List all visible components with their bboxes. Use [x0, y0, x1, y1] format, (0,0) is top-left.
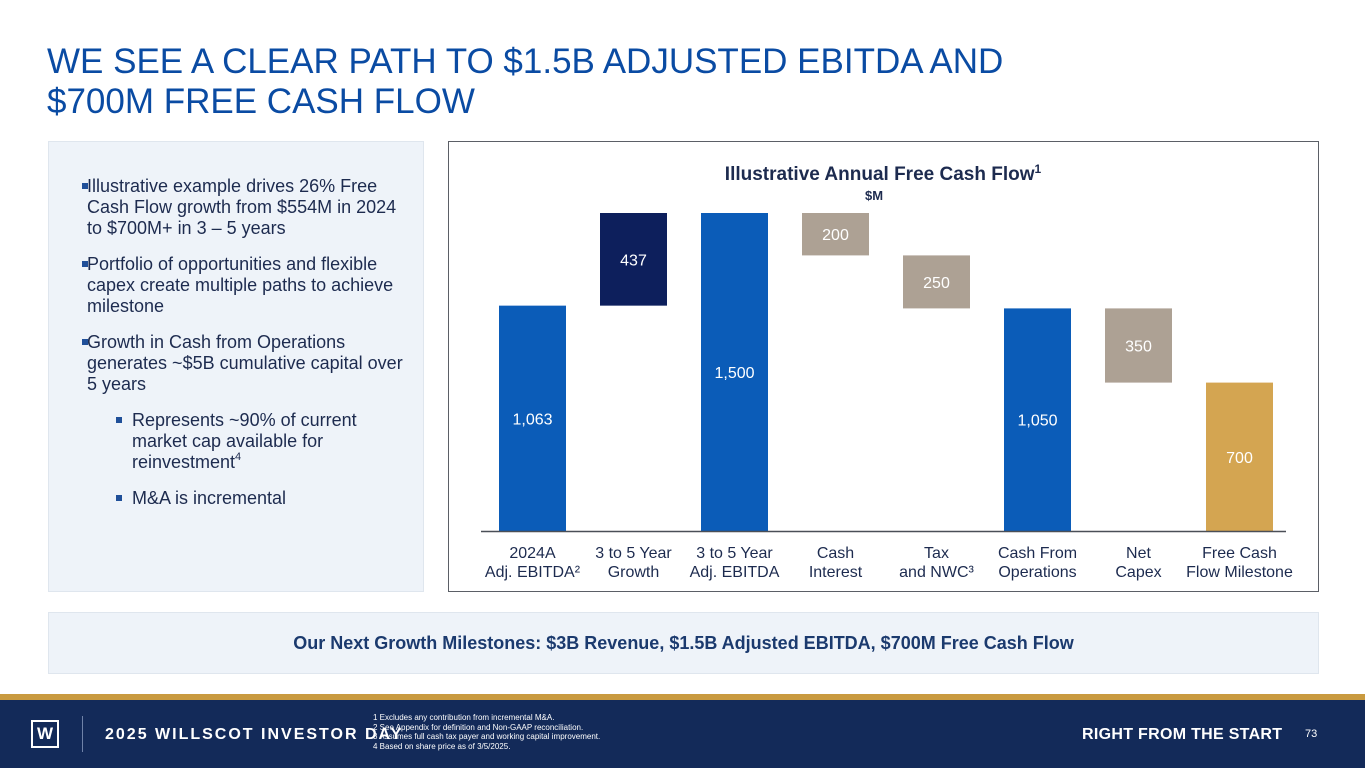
page-title: WE SEE A CLEAR PATH TO $1.5B ADJUSTED EB… [47, 42, 1247, 122]
category-label: Flow Milestone [1186, 564, 1293, 581]
bullet-item: Growth in Cash from Operations generates… [49, 332, 423, 395]
category-label: Capex [1115, 564, 1161, 581]
page-title-line-2: $700M FREE CASH FLOW [47, 82, 475, 121]
page-title-line-1: WE SEE A CLEAR PATH TO $1.5B ADJUSTED EB… [47, 42, 1004, 81]
category-label: Free Cash [1202, 545, 1277, 562]
sub-bullet-body: Represents ~90% of current market cap av… [132, 410, 357, 472]
bar-value-label: 250 [923, 275, 950, 292]
category-label: Growth [608, 564, 660, 581]
square-bullet-icon [82, 261, 88, 267]
bar-value-label: 1,050 [1017, 413, 1057, 430]
chart-title: Illustrative Annual Free Cash Flow1 [725, 162, 1042, 185]
footnote-1: 1 Excludes any contribution from increme… [373, 713, 555, 722]
brand-tagline: RIGHT FROM THE START [1082, 726, 1283, 743]
bullet-list: Illustrative example drives 26% Free Cas… [49, 176, 423, 524]
footer-divider [82, 716, 83, 752]
category-label: 3 to 5 Year [696, 545, 773, 562]
square-bullet-icon [116, 417, 122, 423]
footnote-2: 2 See Appendix for definition and Non-GA… [373, 722, 584, 732]
chart-unit-label: $M [865, 188, 883, 203]
footer-bar: W 2025 WILLSCOT INVESTOR DAY 1 Excludes … [0, 700, 1365, 768]
waterfall-chart: Illustrative Annual Free Cash Flow1 $M 1,0… [481, 162, 1293, 581]
category-label: Cash From [998, 545, 1077, 562]
sub-bullet-text: Represents ~90% of current market cap av… [132, 410, 403, 473]
milestone-banner: Our Next Growth Milestones: $3B Revenue,… [48, 612, 1319, 674]
bullet-item: Illustrative example drives 26% Free Cas… [49, 176, 423, 239]
bar-value-label: 437 [620, 252, 647, 269]
bar-value-label: 700 [1226, 450, 1253, 467]
bullet-text: Illustrative example drives 26% Free Cas… [87, 176, 397, 238]
square-bullet-icon [82, 183, 88, 189]
waterfall-bar [1004, 308, 1071, 531]
bar-value-label: 200 [822, 227, 849, 244]
square-bullet-icon [82, 339, 88, 345]
category-label: 3 to 5 Year [595, 545, 672, 562]
bullet-text: Growth in Cash from Operations generates… [87, 332, 403, 394]
sub-bullet-item: M&A is incremental [49, 488, 423, 509]
waterfall-chart-panel: Illustrative Annual Free Cash Flow1 $M 1,0… [448, 141, 1319, 592]
category-label: Adj. EBITDA [690, 564, 780, 581]
bullet-text: Portfolio of opportunities and flexible … [87, 254, 394, 316]
willscot-logo: W [31, 720, 59, 748]
footnote-marker: 4 [235, 451, 242, 463]
category-label: Tax [924, 545, 949, 562]
square-bullet-icon [116, 495, 122, 501]
event-name: 2025 WILLSCOT INVESTOR DAY [105, 726, 404, 743]
bar-value-label: 1,500 [714, 365, 754, 382]
category-label: Net [1126, 545, 1151, 562]
waterfall-bar [1206, 382, 1273, 531]
waterfall-bar [600, 213, 667, 306]
sub-bullet-text: M&A is incremental [132, 488, 287, 508]
bullet-item: Portfolio of opportunities and flexible … [49, 254, 423, 317]
category-label: Cash [817, 545, 854, 562]
waterfall-bar [1105, 308, 1172, 383]
footnote-4: 4 Based on share price as of 3/5/2025. [373, 741, 511, 751]
waterfall-bar [802, 213, 869, 256]
sub-bullet-item: Represents ~90% of current market cap av… [49, 410, 423, 473]
bar-value-label: 350 [1125, 339, 1152, 356]
bar-value-label: 1,063 [512, 411, 552, 428]
page-number: 73 [1305, 728, 1318, 740]
category-label: Adj. EBITDA² [485, 564, 581, 581]
category-label: Operations [998, 564, 1076, 581]
waterfall-bar [499, 305, 566, 531]
category-label: 2024A [509, 545, 556, 562]
footnote-3: 3 Assumes full cash tax payer and workin… [373, 732, 601, 741]
waterfall-bar [701, 213, 768, 531]
footnotes: 1 Excludes any contribution from increme… [373, 713, 600, 751]
waterfall-bar [903, 255, 970, 309]
key-points-panel: Illustrative example drives 26% Free Cas… [48, 141, 424, 592]
chart-title-footnote: 1 [1035, 162, 1042, 176]
category-label: and NWC³ [899, 564, 974, 581]
category-label: Interest [809, 564, 863, 581]
footer-accent-line [0, 694, 1365, 700]
